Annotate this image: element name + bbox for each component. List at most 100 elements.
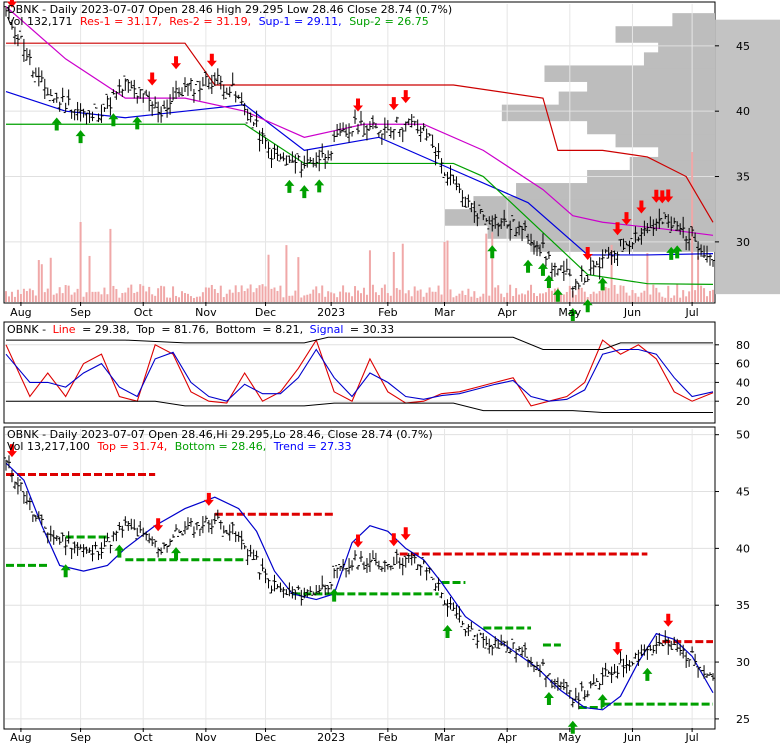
price-xtick-label: Sep xyxy=(70,306,91,319)
volume-bar xyxy=(518,294,521,302)
volume-bar xyxy=(604,286,607,302)
info-volume: Vol 132,171 xyxy=(7,15,72,28)
price-xtick-label: Aug xyxy=(10,306,31,319)
stochastic-panel-title: OBNK - Line = 29.38, Top = 81.76, Bottom… xyxy=(7,323,394,336)
price-xtick-label: May xyxy=(558,306,581,319)
price-panel-title: OBNK - Daily 2023-07-07 Open 28.46 High … xyxy=(7,3,452,16)
stochastic-line-bottom xyxy=(6,400,713,413)
volume-profile-bar xyxy=(587,169,715,187)
volume-profile-bar xyxy=(629,156,715,174)
volume-bar xyxy=(249,284,252,302)
volume-bar xyxy=(336,297,339,302)
sell-arrow-icon xyxy=(171,56,182,70)
info-sup2: Sup-2 = 26.75 xyxy=(349,15,429,28)
volume-bar xyxy=(646,253,649,302)
volume-profile-bar xyxy=(643,52,715,69)
volume-profile-bar xyxy=(658,39,715,56)
volume-bar xyxy=(154,295,157,302)
volume-bar xyxy=(562,294,565,302)
sell-arrow-icon xyxy=(147,72,158,86)
volume-bar xyxy=(377,295,380,302)
volume-bar xyxy=(362,287,365,302)
trend-panel: 50 45 40 35 30 25 Aug Sep Oct Nov Dec 2023 Feb Mar Ap… xyxy=(3,426,750,744)
volume-bar xyxy=(157,288,160,302)
volume-bar xyxy=(19,294,22,302)
volume-bar xyxy=(91,291,94,302)
volume-bar xyxy=(703,288,706,302)
sell-arrow-icon xyxy=(582,247,593,261)
trend-xtick-label: 2023 xyxy=(317,731,345,744)
volume-bar xyxy=(303,295,306,302)
sell-arrow-icon xyxy=(657,190,668,204)
buy-arrow-icon xyxy=(543,692,554,706)
volume-bar xyxy=(145,291,148,302)
buy-arrow-icon xyxy=(51,117,62,131)
price-xtick-label: Apr xyxy=(498,306,518,319)
volume-bar xyxy=(142,285,145,302)
buy-arrow-icon xyxy=(567,308,578,322)
volume-bar xyxy=(464,294,467,302)
trend-xtick-label: Jun xyxy=(623,731,641,744)
volume-profile-bar xyxy=(587,78,715,96)
volume-bar xyxy=(592,291,595,302)
volume-profile-bar xyxy=(516,183,715,200)
volume-bar xyxy=(13,296,16,302)
trend-x-axis: Aug Sep Oct Nov Dec 2023 Feb Mar Apr May Jun Jul xyxy=(10,728,699,744)
volume-bar xyxy=(697,256,700,302)
trend-ytick-label: 25 xyxy=(736,713,750,726)
volume-bar xyxy=(449,289,452,302)
sell-arrow-icon xyxy=(388,97,399,111)
volume-bar xyxy=(530,284,533,302)
volume-bar xyxy=(183,293,186,302)
volume-bar xyxy=(380,287,383,302)
buy-arrow-icon xyxy=(582,299,593,313)
stochastic-line-top xyxy=(6,336,713,350)
sell-arrow-icon xyxy=(663,613,674,627)
stochastic-ytick-label: 40 xyxy=(736,376,750,389)
volume-bar xyxy=(327,291,330,302)
volume-bar xyxy=(688,291,691,302)
volume-bar xyxy=(61,293,64,302)
price-xtick-label: Jul xyxy=(684,306,698,319)
series-line-ma xyxy=(5,6,714,236)
price-ytick-label: 30 xyxy=(736,236,750,249)
volume-bar xyxy=(103,287,106,302)
volume-bar xyxy=(34,295,37,302)
volume-bar xyxy=(631,289,634,302)
volume-bar xyxy=(419,289,422,302)
volume-bar xyxy=(595,293,598,302)
volume-bar xyxy=(422,296,425,302)
sell-arrow-icon xyxy=(612,642,623,656)
buy-arrow-icon xyxy=(299,185,310,199)
volume-bar xyxy=(506,292,509,302)
volume-bar xyxy=(192,297,195,302)
price-panel: 45 40 35 30 Aug Sep Oct Nov Dec 2023 Feb Mar Apr May… xyxy=(3,0,780,322)
info-res2: Res-2 = 31.19, xyxy=(169,15,251,28)
volume-bar xyxy=(386,293,389,302)
volume-bar xyxy=(589,294,592,302)
volume-bar xyxy=(392,252,395,302)
buy-arrow-icon xyxy=(114,544,125,558)
volume-bar xyxy=(228,289,231,302)
volume-bar xyxy=(598,291,601,302)
volume-bar xyxy=(521,293,524,302)
price-ytick-label: 35 xyxy=(736,171,750,184)
volume-bar xyxy=(443,242,446,302)
volume-bar xyxy=(282,297,285,302)
volume-bar xyxy=(416,290,419,302)
volume-bar xyxy=(160,285,163,302)
volume-bar xyxy=(685,296,688,302)
volume-bar xyxy=(482,293,485,302)
volume-bar xyxy=(553,288,556,302)
volume-bar xyxy=(100,294,103,302)
volume-bar xyxy=(452,297,455,302)
volume-bar xyxy=(297,257,300,302)
volume-bar xyxy=(428,287,431,302)
volume-bar xyxy=(431,291,434,302)
volume-bar xyxy=(574,294,577,302)
volume-bar xyxy=(682,290,685,302)
volume-bar xyxy=(667,285,670,302)
volume-bar xyxy=(79,222,82,302)
volume-bar xyxy=(354,286,357,302)
volume-bar xyxy=(425,292,428,302)
